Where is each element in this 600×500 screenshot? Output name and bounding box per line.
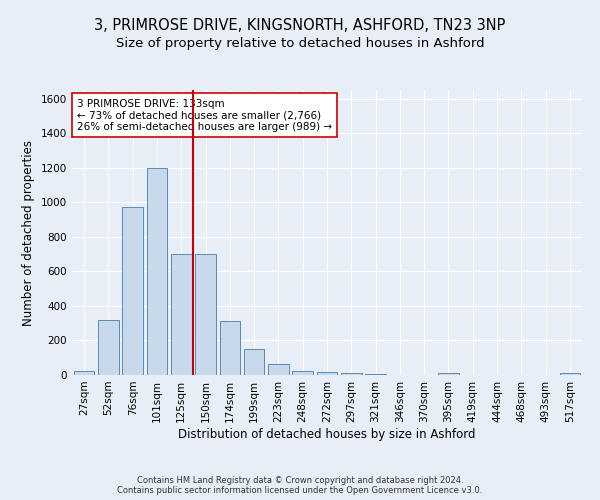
Bar: [268, 364, 289, 375]
Y-axis label: Number of detached properties: Number of detached properties: [22, 140, 35, 326]
Bar: [438, 374, 459, 375]
Bar: [146, 168, 167, 375]
Bar: [171, 254, 191, 375]
Bar: [220, 322, 240, 375]
Bar: [560, 374, 580, 375]
X-axis label: Distribution of detached houses by size in Ashford: Distribution of detached houses by size …: [178, 428, 476, 440]
Bar: [122, 208, 143, 375]
Bar: [317, 372, 337, 375]
Bar: [74, 370, 94, 375]
Bar: [244, 349, 265, 375]
Bar: [98, 320, 119, 375]
Bar: [365, 374, 386, 375]
Text: Contains HM Land Registry data © Crown copyright and database right 2024.
Contai: Contains HM Land Registry data © Crown c…: [118, 476, 482, 495]
Text: 3 PRIMROSE DRIVE: 133sqm
← 73% of detached houses are smaller (2,766)
26% of sem: 3 PRIMROSE DRIVE: 133sqm ← 73% of detach…: [77, 98, 332, 132]
Text: Size of property relative to detached houses in Ashford: Size of property relative to detached ho…: [116, 38, 484, 51]
Bar: [292, 370, 313, 375]
Text: 3, PRIMROSE DRIVE, KINGSNORTH, ASHFORD, TN23 3NP: 3, PRIMROSE DRIVE, KINGSNORTH, ASHFORD, …: [94, 18, 506, 32]
Bar: [195, 254, 216, 375]
Bar: [341, 374, 362, 375]
